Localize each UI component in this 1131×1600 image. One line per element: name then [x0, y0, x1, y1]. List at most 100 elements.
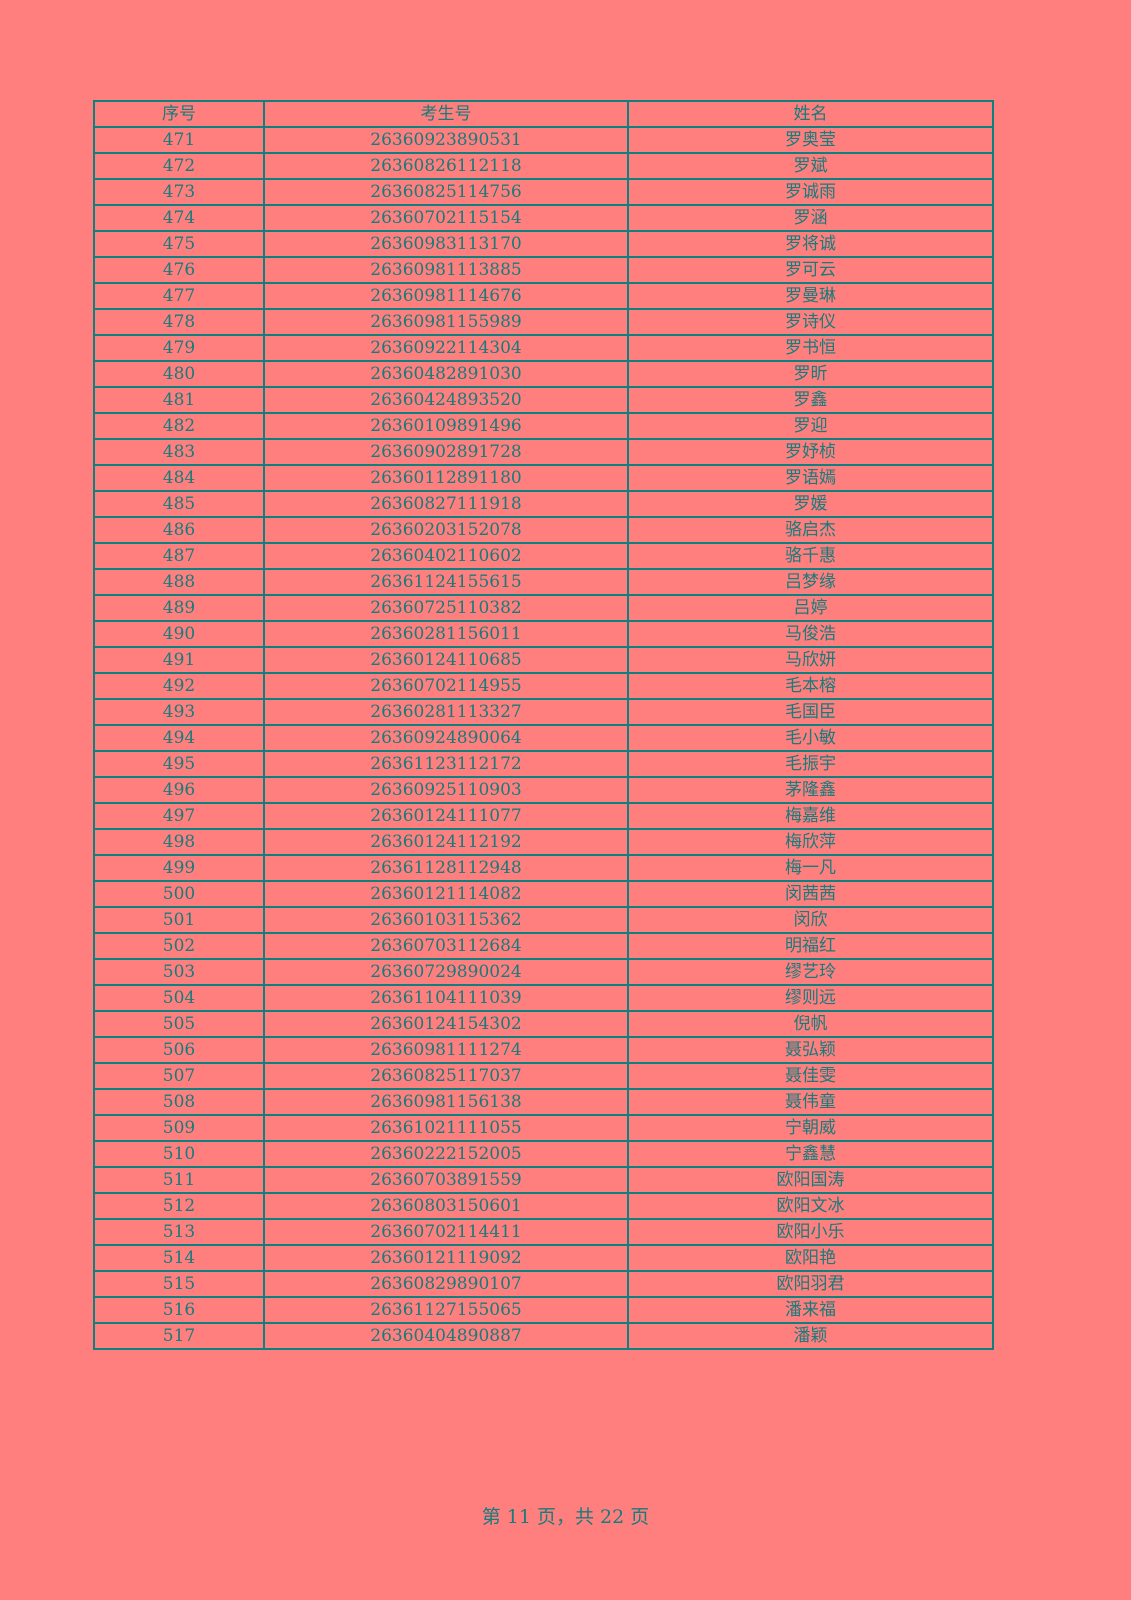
cell-serial-number: 504	[93, 984, 265, 1012]
student-table: 序号 考生号 姓名 471 26360923890531 罗奥莹 472 2636082…	[93, 100, 994, 1350]
table-row: 490 26360281156011 马俊浩	[93, 620, 994, 648]
cell-name: 毛国臣	[627, 698, 994, 726]
cell-name: 罗涵	[627, 204, 994, 232]
cell-serial-number: 493	[93, 698, 265, 726]
cell-serial-number: 490	[93, 620, 265, 648]
cell-serial-number: 494	[93, 724, 265, 752]
table-row: 495 26361123112172 毛振宇	[93, 750, 994, 778]
table-row: 505 26360124154302 倪帆	[93, 1010, 994, 1038]
table-row: 499 26361128112948 梅一凡	[93, 854, 994, 882]
cell-serial-number: 501	[93, 906, 265, 934]
cell-candidate-number: 26360829890107	[263, 1270, 629, 1298]
table-row: 502 26360703112684 明福红	[93, 932, 994, 960]
cell-serial-number: 485	[93, 490, 265, 518]
header-name: 姓名	[627, 100, 994, 128]
cell-candidate-number: 26360902891728	[263, 438, 629, 466]
cell-serial-number: 492	[93, 672, 265, 700]
cell-name: 欧阳艳	[627, 1244, 994, 1272]
cell-name: 梅嘉维	[627, 802, 994, 830]
cell-serial-number: 480	[93, 360, 265, 388]
cell-serial-number: 483	[93, 438, 265, 466]
cell-name: 罗妤桢	[627, 438, 994, 466]
cell-serial-number: 474	[93, 204, 265, 232]
table-row: 483 26360902891728 罗妤桢	[93, 438, 994, 466]
cell-candidate-number: 26360402110602	[263, 542, 629, 570]
cell-candidate-number: 26360124111077	[263, 802, 629, 830]
table-header-row: 序号 考生号 姓名	[93, 100, 994, 128]
cell-name: 聂佳雯	[627, 1062, 994, 1090]
cell-serial-number: 489	[93, 594, 265, 622]
cell-candidate-number: 26360729890024	[263, 958, 629, 986]
page-footer: 第 11 页，共 22 页	[0, 1502, 1131, 1529]
table-row: 484 26360112891180 罗语嫣	[93, 464, 994, 492]
cell-serial-number: 475	[93, 230, 265, 258]
cell-name: 聂伟童	[627, 1088, 994, 1116]
cell-name: 罗斌	[627, 152, 994, 180]
cell-serial-number: 512	[93, 1192, 265, 1220]
cell-serial-number: 500	[93, 880, 265, 908]
table-row: 493 26360281113327 毛国臣	[93, 698, 994, 726]
table-row: 496 26360925110903 茅隆鑫	[93, 776, 994, 804]
cell-name: 梅欣萍	[627, 828, 994, 856]
table-row: 487 26360402110602 骆千惠	[93, 542, 994, 570]
table-row: 498 26360124112192 梅欣萍	[93, 828, 994, 856]
cell-candidate-number: 26360803150601	[263, 1192, 629, 1220]
table-row: 482 26360109891496 罗迎	[93, 412, 994, 440]
table-row: 510 26360222152005 宁鑫慧	[93, 1140, 994, 1168]
table-row: 494 26360924890064 毛小敏	[93, 724, 994, 752]
cell-serial-number: 471	[93, 126, 265, 154]
cell-name: 罗诚雨	[627, 178, 994, 206]
cell-candidate-number: 26360725110382	[263, 594, 629, 622]
header-candidate-number: 考生号	[263, 100, 629, 128]
cell-candidate-number: 26360482891030	[263, 360, 629, 388]
cell-serial-number: 499	[93, 854, 265, 882]
table-row: 516 26361127155065 潘来福	[93, 1296, 994, 1324]
cell-candidate-number: 26360281113327	[263, 698, 629, 726]
cell-serial-number: 488	[93, 568, 265, 596]
cell-candidate-number: 26360424893520	[263, 386, 629, 414]
cell-name: 明福红	[627, 932, 994, 960]
table-row: 497 26360124111077 梅嘉维	[93, 802, 994, 830]
table-row: 507 26360825117037 聂佳雯	[93, 1062, 994, 1090]
table-row: 501 26360103115362 闵欣	[93, 906, 994, 934]
cell-serial-number: 481	[93, 386, 265, 414]
cell-name: 罗可云	[627, 256, 994, 284]
cell-serial-number: 484	[93, 464, 265, 492]
cell-serial-number: 482	[93, 412, 265, 440]
cell-serial-number: 513	[93, 1218, 265, 1246]
footer-page-number: 11	[506, 1506, 531, 1528]
cell-serial-number: 477	[93, 282, 265, 310]
cell-name: 罗媛	[627, 490, 994, 518]
cell-candidate-number: 26361104111039	[263, 984, 629, 1012]
cell-name: 罗昕	[627, 360, 994, 388]
table-row: 506 26360981111274 聂弘颖	[93, 1036, 994, 1064]
cell-candidate-number: 26360124112192	[263, 828, 629, 856]
cell-candidate-number: 26360109891496	[263, 412, 629, 440]
cell-name: 宁朝威	[627, 1114, 994, 1142]
cell-serial-number: 473	[93, 178, 265, 206]
cell-name: 毛振宇	[627, 750, 994, 778]
cell-name: 闵欣	[627, 906, 994, 934]
footer-suffix: 页	[630, 1506, 650, 1528]
cell-serial-number: 487	[93, 542, 265, 570]
cell-name: 吕梦缘	[627, 568, 994, 596]
cell-candidate-number: 26360281156011	[263, 620, 629, 648]
footer-total-pages: 22	[600, 1506, 625, 1528]
cell-name: 罗诗仪	[627, 308, 994, 336]
table-row: 488 26361124155615 吕梦缘	[93, 568, 994, 596]
cell-name: 宁鑫慧	[627, 1140, 994, 1168]
cell-candidate-number: 26360121114082	[263, 880, 629, 908]
table-row: 478 26360981155989 罗诗仪	[93, 308, 994, 336]
cell-name: 缪则远	[627, 984, 994, 1012]
cell-name: 罗迎	[627, 412, 994, 440]
footer-middle: 页，共	[536, 1506, 594, 1528]
cell-candidate-number: 26360922114304	[263, 334, 629, 362]
table-row: 480 26360482891030 罗昕	[93, 360, 994, 388]
table-row: 491 26360124110685 马欣妍	[93, 646, 994, 674]
table-row: 515 26360829890107 欧阳羽君	[93, 1270, 994, 1298]
table-row: 476 26360981113885 罗可云	[93, 256, 994, 284]
table-row: 475 26360983113170 罗将诚	[93, 230, 994, 258]
cell-serial-number: 516	[93, 1296, 265, 1324]
cell-serial-number: 507	[93, 1062, 265, 1090]
cell-candidate-number: 26360702114411	[263, 1218, 629, 1246]
